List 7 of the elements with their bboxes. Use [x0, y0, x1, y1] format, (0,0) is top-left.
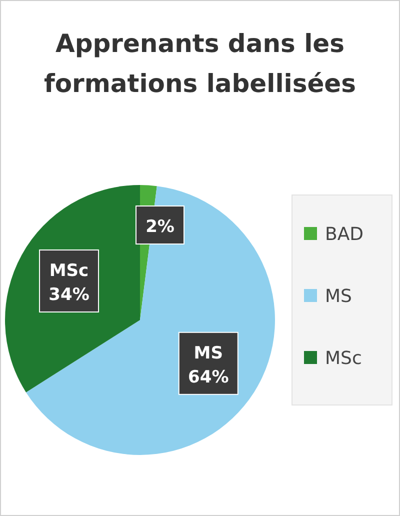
legend-label: BAD	[325, 224, 364, 245]
legend-label: MS	[325, 286, 352, 307]
data-label: MSc 34%	[48, 260, 90, 305]
chart-title: Apprenants dans les formations labellisées	[44, 29, 356, 98]
data-label: MS 64%	[188, 343, 229, 388]
legend-label: MSc	[325, 348, 362, 369]
data-label: 2%	[146, 217, 174, 237]
